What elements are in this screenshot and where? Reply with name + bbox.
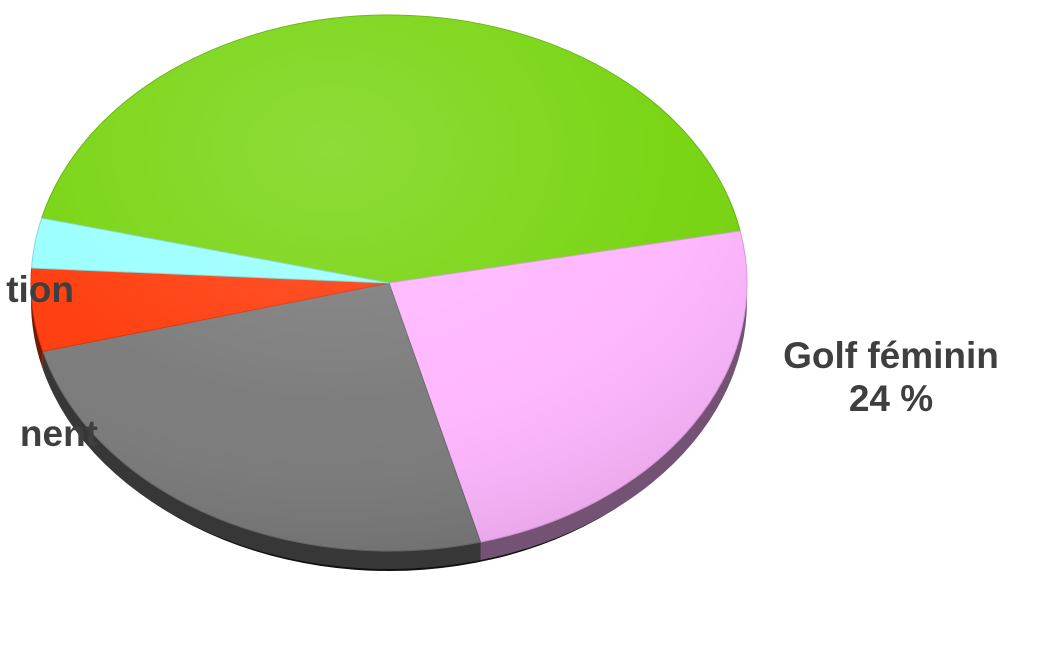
label-golf-feminin-value: 24 % [848, 378, 934, 419]
label-golf-feminin: Golf féminin 24 % [746, 334, 1036, 420]
label-golf-feminin-name: Golf féminin [783, 335, 999, 376]
label-slice-red: nent [19, 413, 98, 454]
label-slice-cyan: tion [6, 269, 74, 310]
pie-top-layer [30, 14, 748, 552]
